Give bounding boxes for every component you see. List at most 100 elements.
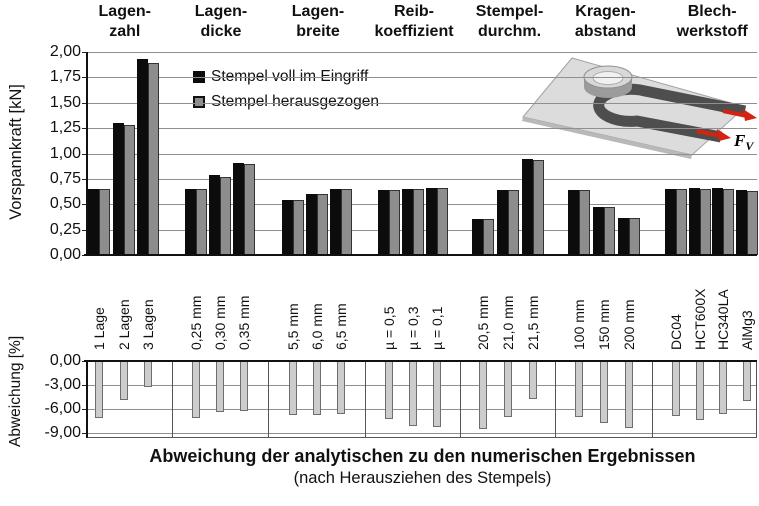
bar-abweichung: [385, 361, 393, 419]
bar-stempel-voll: [378, 190, 389, 255]
gridline: [88, 433, 757, 434]
bar-stempel-herausgezogen: [723, 189, 735, 255]
axis-tick: [82, 433, 87, 434]
category-label: DC04: [668, 314, 684, 350]
category-label: 3 Lagen: [140, 299, 156, 350]
legend-label-herausgezogen: Stempel herausgezogen: [211, 92, 380, 110]
category-label: µ = 0,3: [405, 306, 421, 350]
bar-abweichung: [313, 361, 321, 415]
bar-abweichung: [119, 361, 128, 401]
y-tick-label: 1,25: [49, 119, 81, 137]
bar-abweichung: [192, 361, 200, 418]
bar-stempel-herausgezogen: [413, 189, 424, 255]
figure-caption: Abweichung der analytischen zu den numer…: [88, 445, 757, 489]
bar-stempel-herausgezogen: [99, 189, 110, 255]
bar-stempel-herausgezogen: [629, 218, 640, 255]
gridline: [88, 128, 757, 130]
category-separator: [651, 361, 653, 437]
bar-stempel-herausgezogen: [508, 190, 519, 255]
category-label: 0,25 mm: [188, 295, 204, 350]
bar-stempel-voll: [233, 162, 244, 255]
bar-stempel-voll: [688, 188, 700, 255]
category-separator: [171, 361, 173, 437]
category-label: µ = 0,1: [429, 306, 445, 350]
force-arrow-upper: [722, 109, 748, 118]
axis-tick: [82, 52, 87, 53]
bar-stempel-herausgezogen: [437, 188, 448, 255]
group-header: Kragen- abstand: [574, 3, 637, 40]
gridline: [88, 77, 757, 79]
group-header: Lagen- zahl: [98, 3, 151, 40]
top-y-axis-label: Vorspannkraft [kN]: [7, 84, 25, 220]
category-label: AlMg3: [738, 310, 755, 350]
bar-stempel-herausgezogen: [676, 189, 687, 255]
bar-stempel-voll: [712, 188, 724, 255]
y-tick-label: -6,00: [44, 400, 81, 417]
category-separator: [460, 361, 461, 437]
bar-stempel-herausgezogen: [699, 189, 711, 255]
axis-tick: [82, 178, 87, 180]
category-label: 0,35 mm: [236, 295, 252, 350]
plot-border-bottom: [88, 437, 757, 438]
category-separator: [555, 361, 556, 437]
y-tick-label: 1,75: [49, 68, 81, 86]
bar-abweichung: [504, 361, 512, 417]
category-label: 20,5 mm: [475, 295, 491, 350]
legend-label-voll: Stempel voll im Eingriff: [211, 67, 369, 85]
bar-stempel-voll: [618, 218, 629, 255]
y-tick-label: 0,00: [49, 246, 81, 263]
bar-abweichung: [240, 361, 248, 412]
bar-stempel-voll: [137, 59, 148, 255]
bar-stempel-voll: [568, 190, 579, 255]
bar-abweichung: [695, 361, 704, 421]
axis-tick: [82, 153, 87, 155]
bar-stempel-voll: [497, 190, 508, 255]
bar-stempel-voll: [472, 219, 483, 255]
x-axis-line: [84, 253, 757, 256]
force-label: FV: [733, 131, 754, 153]
bar-stempel-voll: [426, 188, 437, 255]
bar-stempel-voll: [665, 189, 676, 255]
gridline: [88, 102, 757, 104]
bar-stempel-herausgezogen: [483, 219, 494, 255]
category-separator: [756, 361, 757, 437]
category-label: 6,0 mm: [309, 303, 325, 350]
y-tick-label: 1,50: [49, 93, 81, 111]
bar-stempel-voll: [306, 194, 317, 255]
y-tick-label: 0,50: [49, 195, 81, 213]
category-label: 6,5 mm: [333, 303, 349, 350]
force-arrowhead-lower: [717, 129, 731, 141]
category-label: 1 Lage: [91, 307, 107, 350]
bar-abweichung: [289, 361, 297, 416]
bar-abweichung: [216, 361, 224, 413]
legend-item-voll: Stempel voll im Eingriff: [193, 64, 379, 89]
axis-tick: [82, 128, 87, 130]
category-separator: [267, 361, 269, 437]
bar-stempel-herausgezogen: [341, 189, 352, 255]
bar-stempel-herausgezogen: [746, 191, 758, 255]
axis-tick: [82, 409, 87, 410]
bar-stempel-herausgezogen: [196, 189, 207, 255]
axis-tick: [82, 77, 87, 79]
category-label: 200 mm: [621, 299, 637, 350]
bar-stempel-voll: [593, 207, 604, 255]
group-header: Reib- koeffizient: [374, 3, 454, 40]
bar-abweichung: [742, 361, 751, 401]
group-header: Blech- werkstoff: [676, 3, 748, 40]
y-tick-label: 1,00: [49, 144, 81, 162]
y-axis-line: [86, 361, 88, 438]
bar-stempel-voll: [112, 123, 124, 255]
bar-abweichung: [600, 361, 608, 424]
bar-stempel-herausgezogen: [148, 63, 159, 255]
gridline: [88, 178, 757, 180]
bar-stempel-herausgezogen: [220, 176, 231, 255]
bar-abweichung: [529, 361, 537, 400]
category-label: 5,5 mm: [285, 303, 301, 350]
sheet-edge: [522, 117, 692, 159]
gridline: [88, 409, 757, 410]
legend-marker-herausgezogen-icon: [193, 95, 205, 108]
bar-stempel-voll: [735, 190, 747, 255]
caption-title: Abweichung der analytischen zu den numer…: [149, 446, 696, 466]
bar-stempel-herausgezogen: [317, 194, 328, 255]
group-header: Lagen- dicke: [194, 3, 248, 40]
